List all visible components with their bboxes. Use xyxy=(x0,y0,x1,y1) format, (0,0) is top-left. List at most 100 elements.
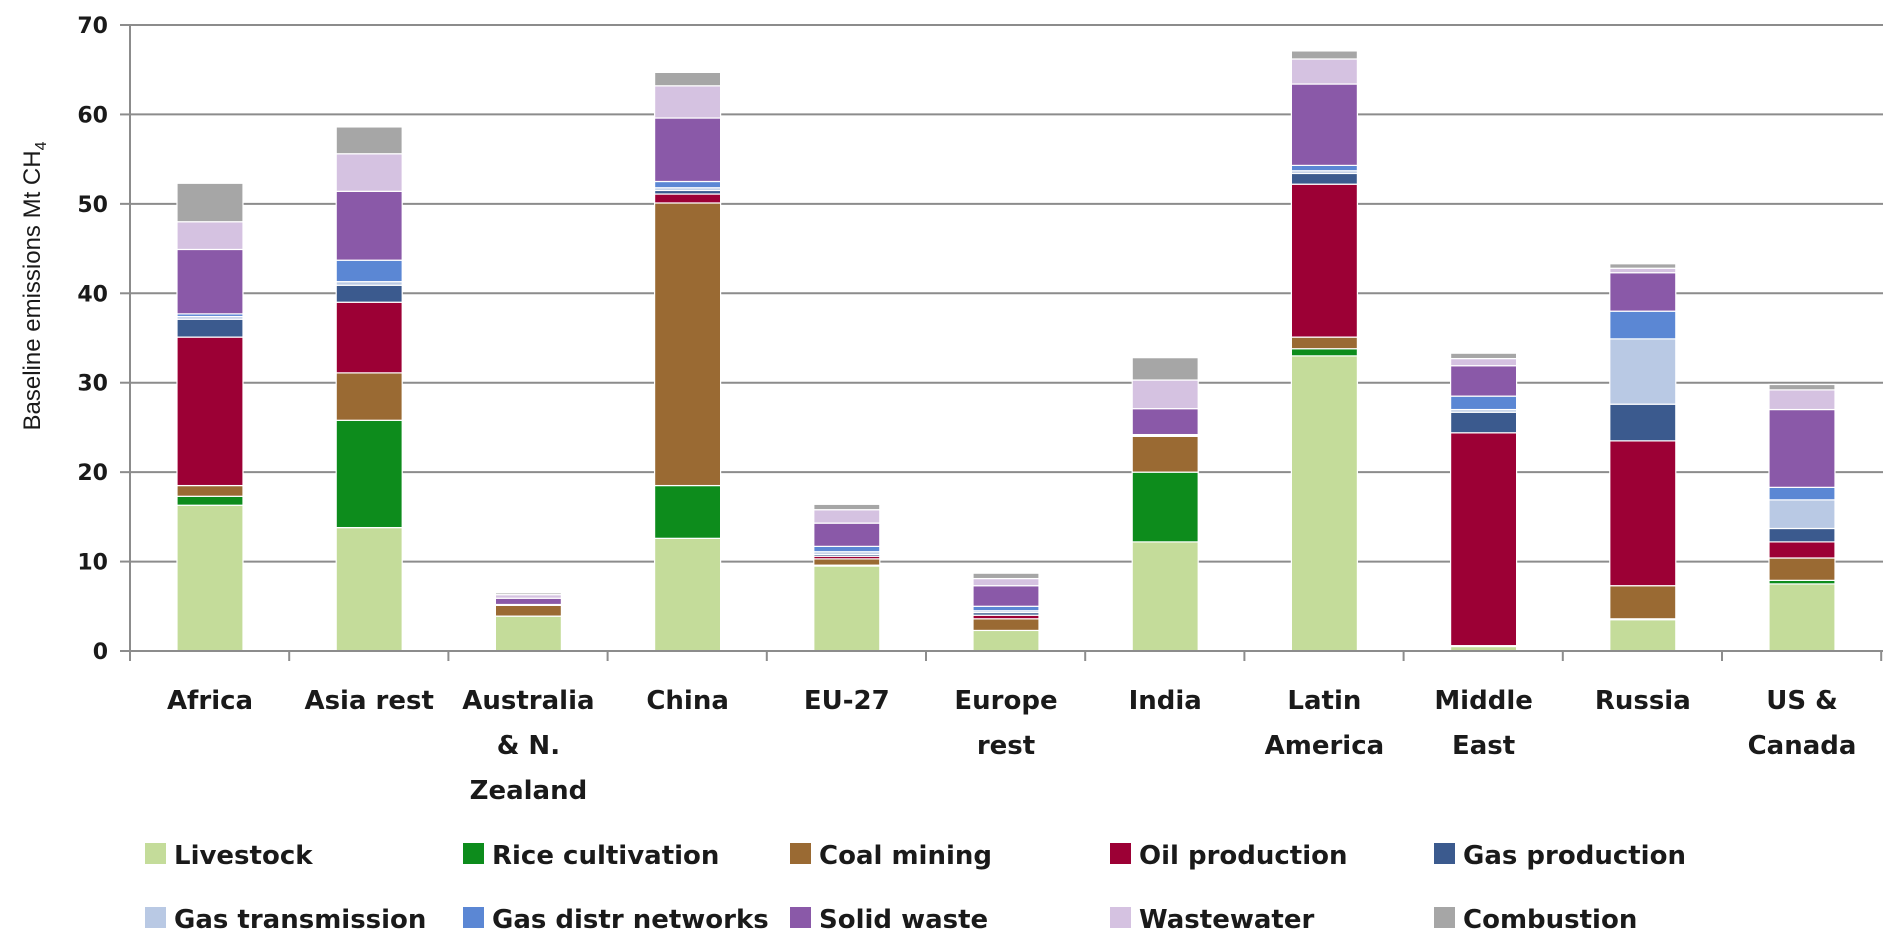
bar-segment xyxy=(813,509,881,524)
bar-segment xyxy=(494,615,562,652)
bar-segment xyxy=(1768,383,1836,391)
bar-segment xyxy=(1290,348,1359,357)
y-axis-ticks: 0 10 20 30 40 50 60 70 xyxy=(77,14,130,665)
legend-label: Wastewater xyxy=(1139,905,1314,935)
bar-segment xyxy=(1449,411,1518,434)
bar-segment xyxy=(335,301,403,374)
bar-segment xyxy=(176,182,244,223)
legend-item: Coal mining xyxy=(790,841,992,871)
category-label: EU-27 xyxy=(804,686,890,716)
bar-segment xyxy=(176,221,244,251)
category-label: China xyxy=(646,686,729,716)
bar-segment xyxy=(653,537,722,652)
category-label: Russia xyxy=(1595,686,1691,716)
bar-segment xyxy=(335,153,403,192)
bar-stack xyxy=(494,592,562,652)
bar-segment xyxy=(653,85,722,119)
bar-stack xyxy=(653,71,722,652)
y-axis-title-text: Baseline emissions Mt CH xyxy=(19,150,46,430)
bar-segment xyxy=(176,248,244,315)
legend-swatch xyxy=(463,907,484,928)
category-label: India xyxy=(1129,686,1202,716)
category-label: Middle East xyxy=(1434,686,1533,761)
bar-segment xyxy=(1609,267,1677,274)
bar-segment xyxy=(1609,310,1677,340)
bar-segment xyxy=(1768,408,1836,488)
bar-segment xyxy=(1449,352,1518,360)
y-tick-label: 0 xyxy=(93,640,108,665)
bar-segment xyxy=(335,190,403,261)
category-label: Latin America xyxy=(1265,686,1385,761)
legend-item: Gas transmission xyxy=(145,905,426,935)
bar-segment xyxy=(813,503,881,511)
bar-segment xyxy=(335,284,403,303)
legend-item: Oil production xyxy=(1110,841,1348,871)
legend-item: Solid waste xyxy=(790,905,988,935)
bar-stack xyxy=(972,572,1040,652)
bar-segment xyxy=(1768,541,1836,559)
bar-segment xyxy=(1131,541,1199,652)
bar-segment xyxy=(1609,440,1677,587)
bar-segment xyxy=(972,618,1040,632)
bar-segment xyxy=(335,259,403,283)
bar-segment xyxy=(1449,365,1518,397)
y-tick-label: 10 xyxy=(77,551,108,576)
bar-segment xyxy=(972,629,1040,652)
y-tick-label: 70 xyxy=(77,14,108,39)
legend-label: Gas production xyxy=(1463,841,1686,871)
bar-segment xyxy=(1290,50,1359,60)
bar-segment xyxy=(1768,583,1836,652)
legend-item: Gas distr networks xyxy=(463,905,769,935)
bar-segment xyxy=(1290,83,1359,167)
legend-label: Solid waste xyxy=(819,905,988,935)
bar-segment xyxy=(653,484,722,539)
bar-segment xyxy=(1768,486,1836,501)
bar-segment xyxy=(176,495,244,506)
y-tick-label: 40 xyxy=(77,282,108,307)
bar-segment xyxy=(1131,435,1199,473)
bar-stack xyxy=(1768,383,1836,652)
bar-stack xyxy=(176,182,244,652)
bar-segment xyxy=(335,126,403,155)
bar-segment xyxy=(1768,527,1836,543)
bar-segment xyxy=(335,419,403,529)
bar-segment xyxy=(972,572,1040,580)
bar-segment xyxy=(813,565,881,652)
bar-segment xyxy=(1290,183,1359,338)
bar-segment xyxy=(1449,395,1518,411)
legend-swatch xyxy=(1434,843,1455,864)
bar-segment xyxy=(1609,403,1677,442)
bar-segment xyxy=(176,504,244,652)
bar-segment xyxy=(1768,557,1836,581)
category-label: Europe rest xyxy=(954,686,1057,761)
y-axis-title: Baseline emissions Mt CH4 xyxy=(19,141,50,430)
legend-swatch xyxy=(145,843,166,864)
bar-segment xyxy=(1449,357,1518,367)
bar-segment xyxy=(1290,355,1359,652)
bar-segment xyxy=(1290,172,1359,185)
legend-item: Gas production xyxy=(1434,841,1686,871)
legend-swatch xyxy=(790,907,811,928)
legend-swatch xyxy=(145,907,166,928)
bar-segment xyxy=(1609,263,1677,269)
category-label: US & Canada xyxy=(1748,686,1857,761)
bar-segment xyxy=(1131,408,1199,436)
bar-stack xyxy=(1290,50,1359,652)
bar-segment xyxy=(1609,338,1677,405)
category-label: Africa xyxy=(167,686,253,716)
y-tick-label: 20 xyxy=(77,461,108,486)
bar-segment xyxy=(1768,389,1836,411)
bar-segment xyxy=(1609,585,1677,620)
bar-segment xyxy=(1609,619,1677,652)
legend-label: Oil production xyxy=(1139,841,1348,871)
category-label: Australia & N. Zealand xyxy=(462,686,594,806)
category-labels: Africa Asia rest Australia & N. Zealand China… xyxy=(167,686,1856,806)
bar-stack xyxy=(1609,263,1677,652)
bar-segment xyxy=(653,117,722,183)
bar-segment xyxy=(335,372,403,421)
bar-segment xyxy=(1290,58,1359,85)
bar-stack xyxy=(813,503,881,652)
bar-stack xyxy=(1449,352,1518,652)
bar-segment xyxy=(494,597,562,606)
legend: Livestock Rice cultivation Coal mining Oil … xyxy=(145,841,1686,935)
